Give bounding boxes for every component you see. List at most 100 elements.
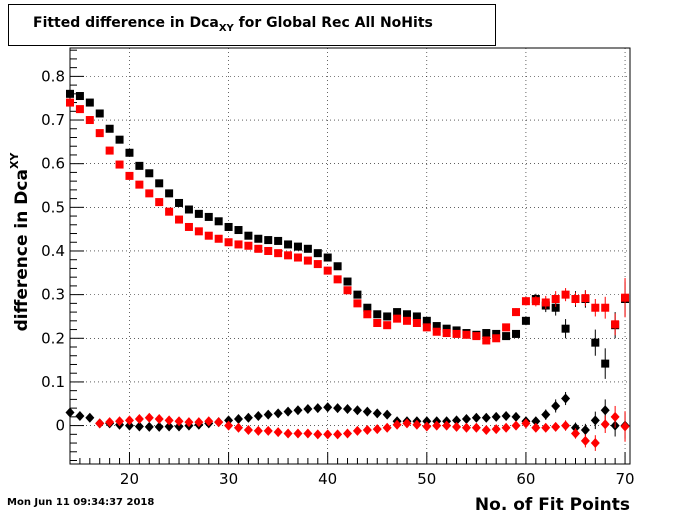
- data-point: [363, 310, 372, 319]
- data-point: [452, 329, 461, 338]
- data-point: [570, 422, 580, 433]
- data-point: [144, 421, 154, 432]
- data-point: [471, 422, 481, 433]
- data-point: [611, 320, 620, 329]
- data-point: [323, 253, 332, 262]
- data-point: [125, 171, 134, 180]
- data-point: [66, 89, 74, 98]
- data-point: [85, 116, 94, 125]
- data-point: [105, 146, 114, 155]
- x-tick-label: 60: [516, 470, 535, 488]
- data-point: [561, 420, 571, 431]
- data-point: [402, 316, 411, 325]
- data-point: [155, 179, 164, 188]
- data-point: [264, 236, 273, 245]
- data-point: [244, 231, 253, 240]
- data-point: [521, 297, 530, 306]
- x-axis-title: No. of Fit Points: [475, 495, 630, 514]
- data-point: [214, 234, 223, 243]
- data-point: [491, 411, 501, 422]
- data-point: [273, 427, 283, 438]
- data-point: [155, 198, 164, 207]
- plot-frame: [69, 47, 631, 465]
- data-point: [581, 294, 590, 303]
- data-point: [293, 242, 302, 251]
- data-point: [452, 415, 462, 426]
- data-point: [502, 323, 511, 332]
- y-tick-label: 0.3: [41, 286, 65, 304]
- data-point: [600, 419, 610, 430]
- data-point: [551, 400, 561, 411]
- data-point: [154, 414, 164, 425]
- data-point: [164, 421, 174, 432]
- data-point: [274, 236, 283, 245]
- data-point: [184, 222, 193, 231]
- data-point: [481, 424, 491, 435]
- data-point: [175, 215, 184, 224]
- data-point: [362, 424, 372, 435]
- data-point: [115, 416, 125, 427]
- data-point: [432, 327, 441, 336]
- data-point: [432, 420, 442, 431]
- data-point: [303, 403, 313, 414]
- data-point: [144, 412, 154, 423]
- data-point: [233, 422, 243, 433]
- data-point: [372, 424, 382, 435]
- data-point: [204, 231, 213, 240]
- data-point: [134, 421, 144, 432]
- data-point: [462, 330, 471, 339]
- data-point: [333, 262, 342, 271]
- data-point: [591, 303, 600, 312]
- data-point: [590, 438, 600, 449]
- data-point: [75, 410, 85, 421]
- data-point: [214, 217, 223, 226]
- data-point: [461, 414, 471, 425]
- data-point: [600, 405, 610, 416]
- data-point: [610, 411, 620, 422]
- data-point: [313, 403, 323, 414]
- data-point: [244, 241, 253, 250]
- data-point: [382, 422, 392, 433]
- data-point: [392, 419, 402, 430]
- data-point: [224, 222, 233, 231]
- data-point: [194, 417, 204, 428]
- series-2: [65, 391, 630, 439]
- data-point: [591, 338, 600, 347]
- data-point: [491, 424, 501, 435]
- data-point: [234, 226, 243, 235]
- data-point: [224, 415, 234, 426]
- data-point: [412, 419, 422, 430]
- data-point: [194, 227, 203, 236]
- y-axis-title-subscript: XY: [8, 152, 21, 169]
- data-point: [293, 405, 303, 416]
- data-point: [184, 417, 194, 428]
- data-point: [590, 415, 600, 426]
- data-point: [254, 234, 263, 243]
- data-point: [154, 421, 164, 432]
- data-point: [601, 303, 610, 312]
- data-point: [531, 416, 541, 427]
- data-point: [283, 428, 293, 439]
- data-point: [75, 92, 84, 101]
- data-point: [561, 324, 570, 333]
- data-point: [551, 294, 560, 303]
- data-point: [85, 412, 95, 423]
- data-point: [492, 329, 501, 338]
- data-point: [580, 424, 590, 435]
- data-point: [333, 429, 343, 440]
- data-point: [373, 310, 382, 319]
- data-point: [382, 409, 392, 420]
- data-point: [174, 421, 184, 432]
- data-point: [95, 129, 104, 138]
- data-point: [373, 319, 382, 328]
- y-tick-label: 0.8: [41, 67, 65, 85]
- chart-title: Fitted difference in DcaXY for Global Re…: [33, 15, 433, 34]
- data-point: [352, 405, 362, 416]
- y-tick-label: 0.6: [41, 155, 65, 173]
- data-point: [175, 198, 184, 207]
- data-point: [363, 303, 372, 312]
- data-point: [482, 329, 491, 338]
- data-point: [134, 414, 144, 425]
- data-point: [442, 324, 451, 333]
